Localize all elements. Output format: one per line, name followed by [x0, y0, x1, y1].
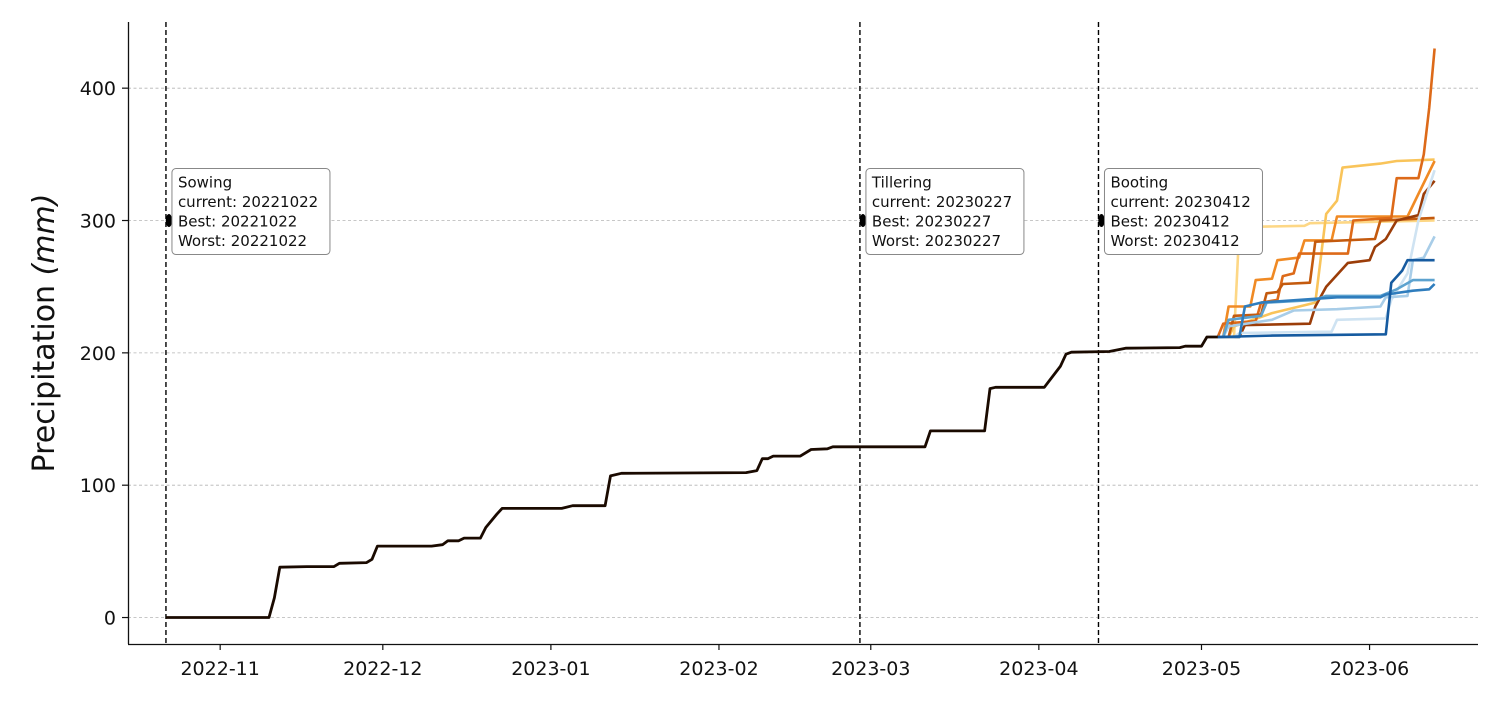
annotation-line: Best: 20221022: [178, 213, 297, 231]
annotation-line: current: 20230412: [1110, 193, 1250, 211]
y-tick-label: 100: [80, 475, 116, 497]
observed-line: [166, 335, 1218, 619]
x-tick-label: 2023-05: [1162, 658, 1241, 680]
x-ticks: 2022-11 2022-12 2023-01 2023-02 2023-03 2023-…: [180, 644, 1409, 680]
annotation-stage-name: Tillering: [871, 174, 932, 192]
annotation-line: Best: 20230227: [872, 213, 991, 231]
y-tick-label: 400: [80, 78, 116, 100]
x-tick-label: 2023-06: [1330, 658, 1409, 680]
x-tick-label: 2023-02: [679, 658, 758, 680]
forecast-line: [1217, 283, 1436, 339]
annotation-stage-name: Booting: [1110, 174, 1168, 192]
annotation-line: current: 20221022: [178, 193, 318, 211]
annotation-line: Worst: 20230227: [872, 232, 1001, 250]
axes: [127, 22, 1478, 646]
x-tick-label: 2022-11: [180, 658, 259, 680]
stage-lines: [165, 22, 1100, 644]
annotation-line: Worst: 20221022: [178, 232, 307, 250]
x-tick-label: 2023-03: [831, 658, 910, 680]
y-axis-label: Precipitation (mm): [27, 194, 62, 473]
y-axis-label-unit: (mm): [27, 194, 62, 276]
y-ticks: 0 100 200 300 400: [80, 78, 128, 630]
annotation-stage-name: Sowing: [178, 174, 232, 192]
annotation-line: current: 20230227: [872, 193, 1012, 211]
series-group: [166, 48, 1436, 619]
annotation-box: [171, 168, 331, 256]
annotation-box: [1103, 168, 1263, 256]
forecast-line: [1217, 158, 1435, 339]
forecast-line: [1216, 48, 1436, 338]
forecast-line: [1217, 160, 1436, 339]
x-tick-label: 2022-12: [343, 658, 422, 680]
y-tick-label: 300: [80, 211, 116, 233]
x-tick-label: 2023-01: [511, 658, 590, 680]
forecast-line: [1217, 258, 1435, 339]
y-axis-label-main: Precipitation: [27, 275, 62, 472]
y-tick-label: 0: [104, 608, 116, 630]
forecast-line: [1217, 179, 1436, 339]
x-tick-label: 2023-04: [999, 658, 1078, 680]
forecast-line: [1217, 169, 1436, 339]
y-tick-label: 200: [80, 343, 116, 365]
annotation-line: Worst: 20230412: [1110, 232, 1239, 250]
annotation-box: [865, 168, 1025, 256]
y-gridlines: [128, 87, 1478, 618]
annotation-line: Best: 20230412: [1110, 213, 1229, 231]
